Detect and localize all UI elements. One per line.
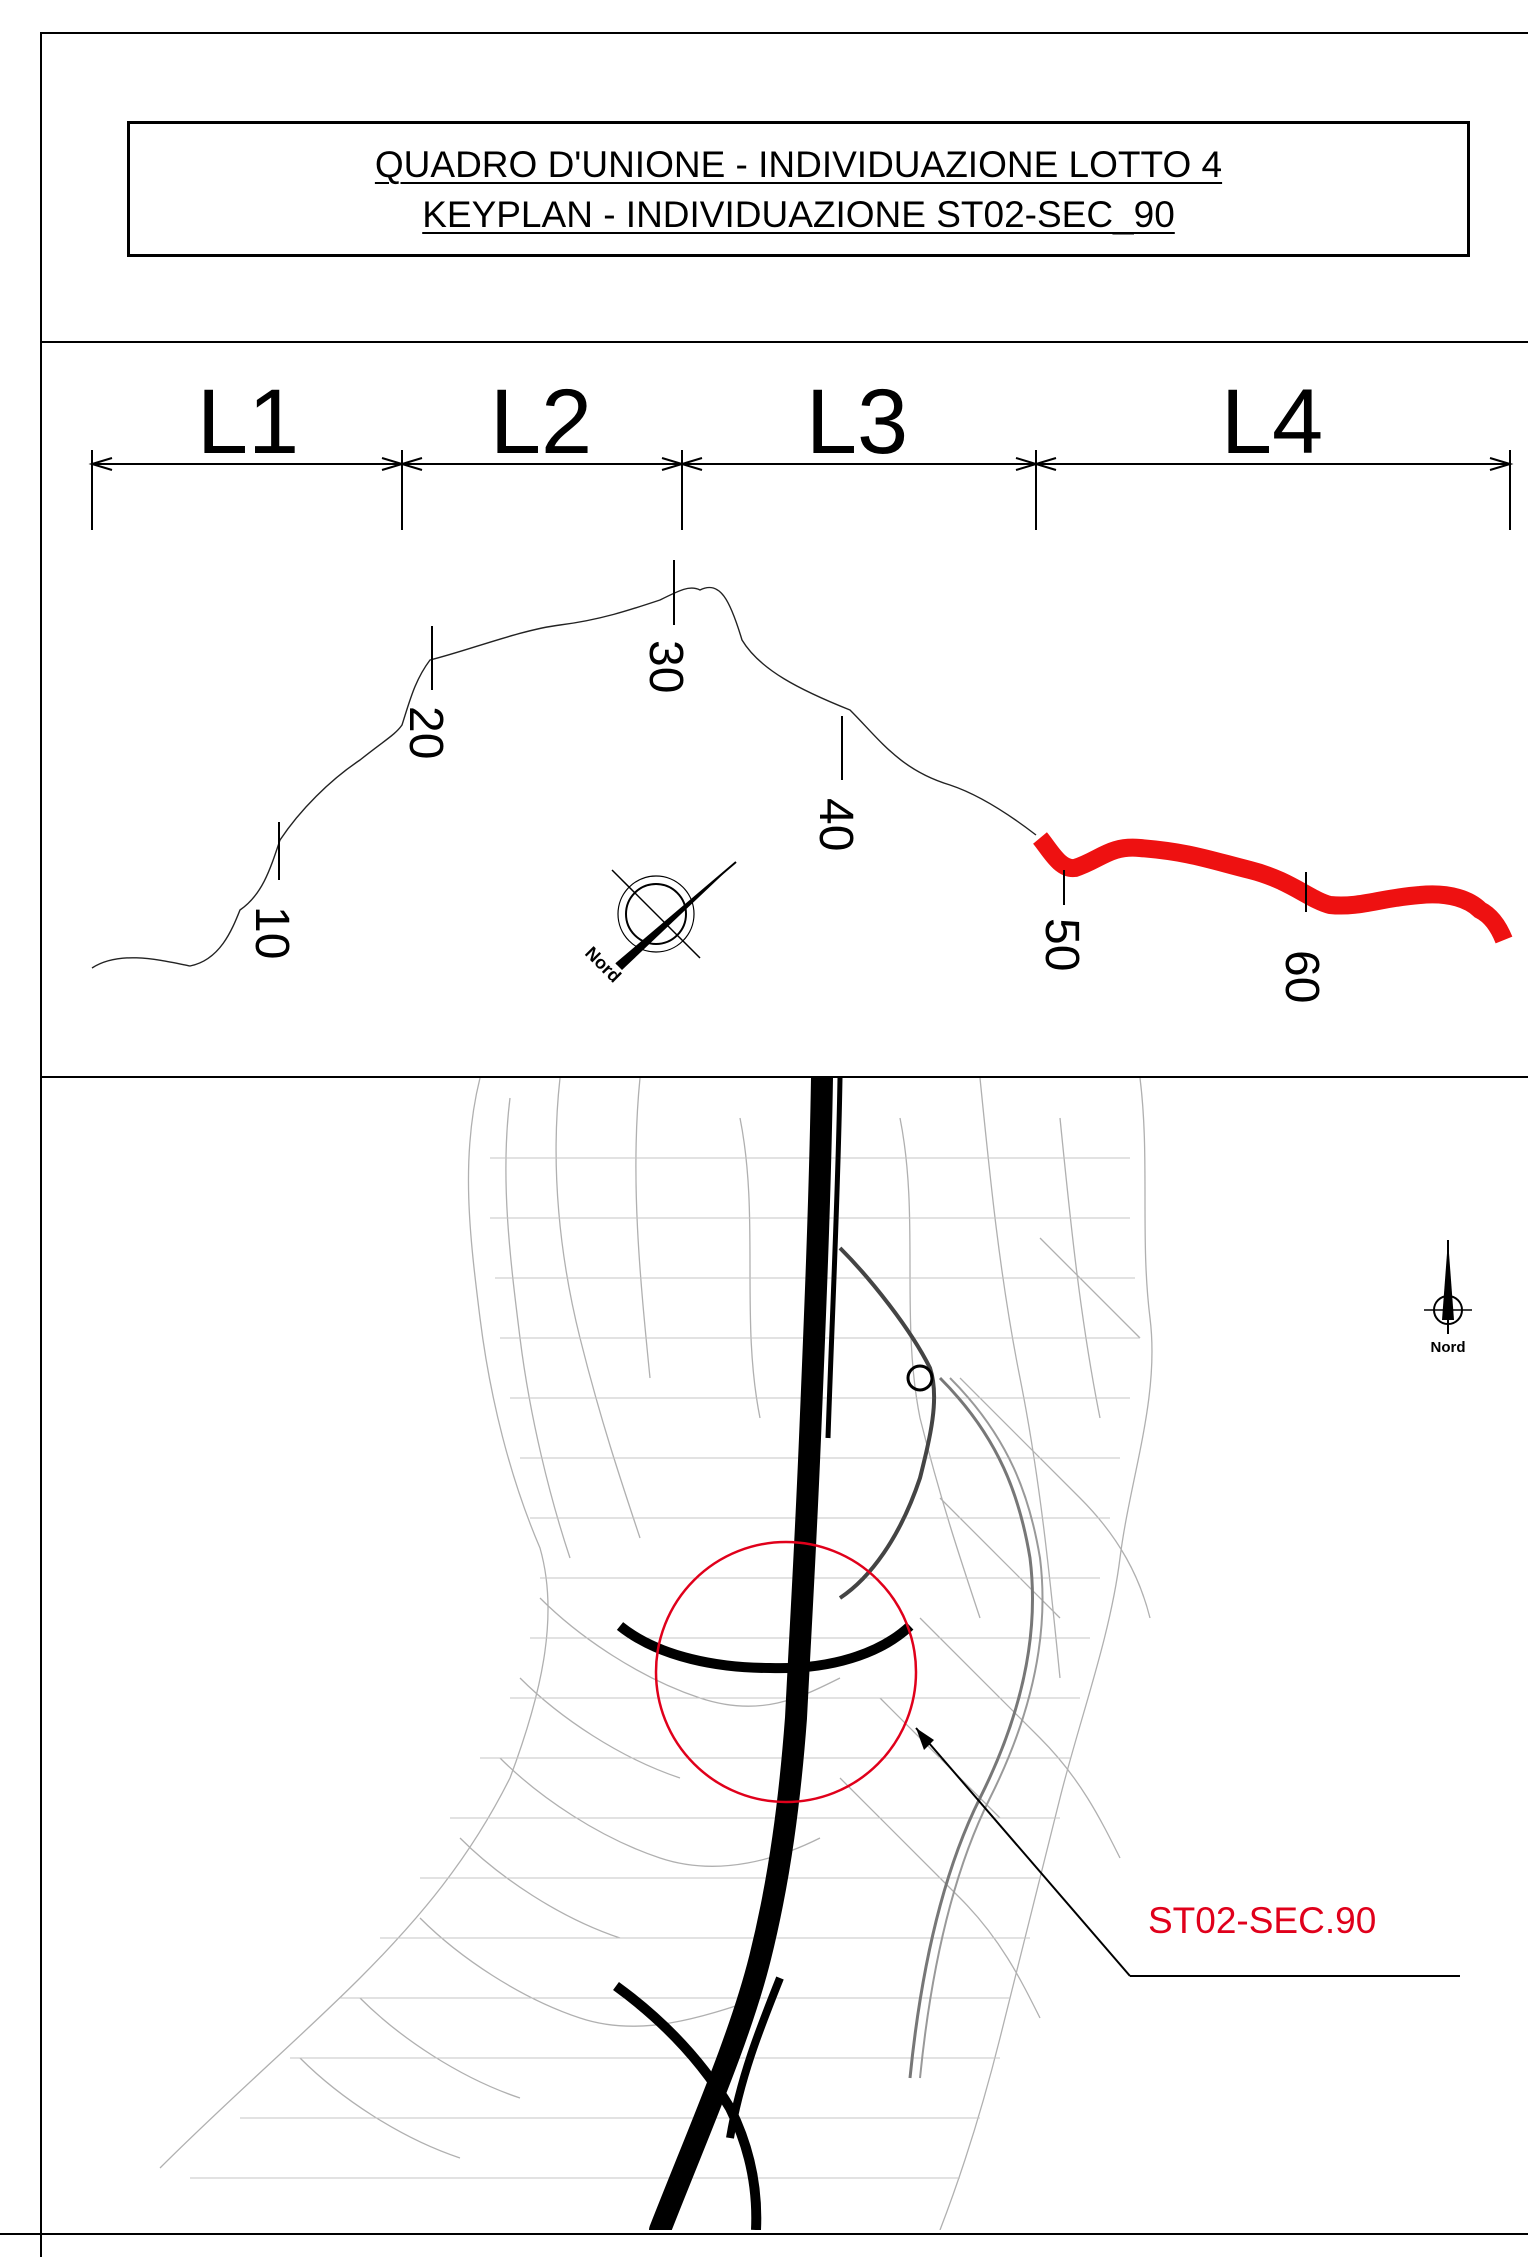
section-divider-bottom [40, 1076, 1528, 1078]
branch-road [613, 1981, 762, 2230]
lotto-label-l4: L4 [1220, 371, 1324, 473]
chainage-mark-60: 60 [1275, 950, 1328, 1003]
title-block: QUADRO D'UNIONE - INDIVIDUAZIONE LOTTO 4… [127, 121, 1470, 257]
main-road [649, 1078, 833, 2230]
site-map-drawing: Nord [159, 1078, 1472, 2230]
callout-circle [654, 1540, 918, 1804]
chainage-ticks [278, 560, 1307, 912]
ramp-loop [838, 1246, 937, 1600]
lotto-label-l3: L3 [805, 371, 909, 473]
chainage-mark-40: 40 [809, 798, 862, 851]
drawing-frame [40, 32, 1528, 2257]
callout-label: ST02-SEC.90 [1148, 1900, 1377, 1941]
lotto4-route [1032, 832, 1513, 944]
lotto-label-l1: L1 [196, 371, 300, 473]
chainage-mark-50: 50 [1035, 918, 1088, 971]
north-arrow-icon: Nord [581, 861, 737, 987]
interchange-ramp [616, 1622, 914, 1674]
callout-leader [915, 1727, 1131, 1977]
map-north-arrow-icon: Nord [1424, 1240, 1472, 1356]
chainage-mark-30: 30 [639, 640, 692, 693]
lotti-dimension-line [88, 450, 1514, 530]
roundabout [906, 1364, 934, 1392]
lotto-label-l2: L2 [489, 371, 593, 473]
chainage-mark-10: 10 [245, 906, 298, 959]
keyplan-drawing: 10 20 30 40 50 60 Nord [88, 450, 1514, 1003]
section-divider-top [40, 341, 1528, 343]
sheet-bottom-border [0, 2233, 1528, 2235]
site-map: Nord [40, 1078, 1528, 2230]
chainage-mark-20: 20 [399, 706, 452, 759]
title-line-1: QUADRO D'UNIONE - INDIVIDUAZIONE LOTTO 4 [374, 144, 1223, 185]
svg-text:Nord: Nord [581, 943, 625, 987]
route-line [91, 586, 1037, 969]
svg-text:Nord: Nord [1431, 1339, 1466, 1356]
title-line-2: KEYPLAN - INDIVIDUAZIONE ST02-SEC_90 [422, 194, 1175, 235]
